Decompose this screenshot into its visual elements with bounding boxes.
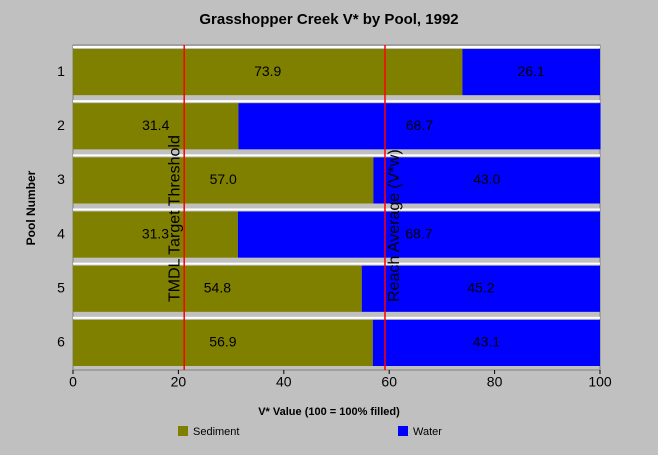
value-label: 31.3 — [142, 225, 169, 241]
value-label: 45.2 — [467, 279, 494, 295]
value-label: 26.1 — [518, 63, 545, 79]
bar-segment — [73, 211, 238, 258]
value-label: 68.7 — [406, 117, 433, 133]
bar-segment — [73, 319, 373, 366]
value-label: 31.4 — [142, 117, 169, 133]
bar-segment — [462, 49, 600, 96]
x-tick-label: 100 — [588, 374, 612, 390]
bar-segment — [73, 103, 239, 150]
x-tick-label: 80 — [487, 374, 503, 390]
row-separator — [73, 100, 600, 103]
y-tick-label: 2 — [57, 117, 65, 133]
bar-segment — [73, 49, 463, 96]
x-tick-label: 40 — [276, 374, 292, 390]
bar-segment — [73, 157, 374, 204]
bar-segment — [73, 265, 362, 312]
reference-label: Reach Average (V*w) — [386, 149, 403, 302]
value-label: 54.8 — [204, 279, 231, 295]
chart-title: Grasshopper Creek V* by Pool, 1992 — [199, 11, 458, 28]
row-separator — [73, 46, 600, 48]
bar-segment — [373, 157, 600, 204]
value-label: 73.9 — [254, 63, 281, 79]
reference-label: TMDL Target Threshold — [166, 135, 183, 302]
legend-label: Water — [413, 426, 442, 438]
plot-area — [72, 44, 601, 371]
row-separator — [73, 316, 600, 319]
y-tick-label: 5 — [57, 279, 65, 295]
bar-segment — [238, 103, 601, 150]
bar-segment — [372, 319, 600, 366]
x-tick-label: 0 — [69, 374, 77, 390]
row-separator — [73, 208, 600, 211]
value-label: 43.0 — [473, 171, 500, 187]
value-label: 68.7 — [405, 225, 432, 241]
value-label: 43.1 — [473, 334, 500, 350]
bar-segment — [237, 211, 601, 258]
x-tick-label: 60 — [381, 374, 397, 390]
legend-label: Sediment — [193, 426, 239, 438]
y-tick-label: 4 — [57, 225, 65, 241]
x-tick-label: 20 — [171, 374, 187, 390]
y-axis-label: Pool Number — [24, 170, 38, 245]
row-separator — [73, 154, 600, 157]
legend-swatch — [178, 426, 188, 436]
row-separator — [73, 262, 600, 265]
value-label: 56.9 — [209, 334, 236, 350]
y-tick-label: 1 — [57, 63, 65, 79]
value-label: 57.0 — [210, 171, 237, 187]
legend-swatch — [398, 426, 408, 436]
x-axis-label: V* Value (100 = 100% filled) — [258, 406, 400, 418]
y-tick-label: 6 — [57, 334, 65, 350]
bar-segment — [361, 265, 600, 312]
y-tick-label: 3 — [57, 171, 65, 187]
